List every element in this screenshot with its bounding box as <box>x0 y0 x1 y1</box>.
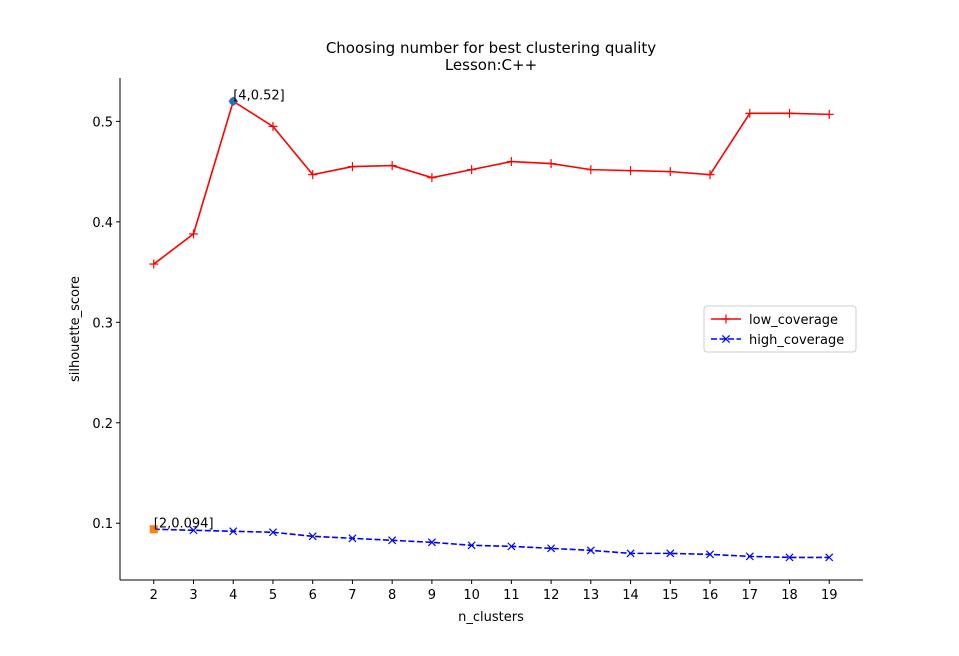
x-tick-label: 16 <box>702 588 719 603</box>
series-high_coverage <box>149 525 834 562</box>
data-point-high_coverage <box>666 549 675 558</box>
legend-label-low_coverage: low_coverage <box>749 313 838 328</box>
x-tick-label: 10 <box>463 588 480 603</box>
data-point-low_coverage <box>467 165 477 175</box>
data-point-low_coverage <box>347 162 357 172</box>
y-tick-label: 0.5 <box>92 115 113 130</box>
series-low_coverage <box>149 96 834 269</box>
x-tick-label: 13 <box>583 588 600 603</box>
annotation-marker <box>229 97 238 106</box>
data-point-low_coverage <box>427 173 437 183</box>
data-point-low_coverage <box>705 170 715 180</box>
data-point-low_coverage <box>308 170 318 180</box>
y-tick-label: 0.1 <box>92 517 113 532</box>
data-point-high_coverage <box>427 538 436 547</box>
data-point-low_coverage <box>784 108 794 118</box>
legend-marker-high_coverage <box>721 334 731 344</box>
x-tick-label: 19 <box>821 588 838 603</box>
data-point-low_coverage <box>149 259 159 269</box>
x-tick-label: 3 <box>189 588 197 603</box>
series-layer <box>149 96 834 562</box>
data-point-high_coverage <box>745 552 754 561</box>
data-point-high_coverage <box>308 532 317 541</box>
data-point-low_coverage <box>268 121 278 131</box>
data-point-low_coverage <box>387 161 397 171</box>
series-line-low_coverage <box>153 100 830 265</box>
annotation-marker <box>149 525 158 534</box>
data-point-high_coverage <box>706 550 715 559</box>
x-tick-label: 15 <box>662 588 679 603</box>
data-point-high_coverage <box>229 527 238 536</box>
legend-box <box>703 305 857 353</box>
data-point-low_coverage <box>189 229 199 239</box>
data-point-low_coverage <box>665 167 675 177</box>
x-tick-label: 2 <box>150 588 158 603</box>
chart-subtitle: Lesson:C++ <box>445 56 537 74</box>
data-point-high_coverage <box>785 553 794 562</box>
x-tick-label: 9 <box>428 588 436 603</box>
axes: 2 3 4 5 6 7 8 9 10 11 12 13 14 15 16 17 18 19 0.1 0.2 0.3 0.4… <box>92 78 863 603</box>
x-tick-label: 12 <box>543 588 560 603</box>
data-point-high_coverage <box>348 534 357 543</box>
chart-title: Choosing number for best clustering qual… <box>326 39 656 57</box>
x-tick-label: 17 <box>741 588 758 603</box>
x-axis-label: n_clusters <box>458 610 524 625</box>
x-tick-label: 14 <box>622 588 639 603</box>
legend-marker-low_coverage <box>721 314 731 324</box>
data-point-low_coverage <box>824 109 834 119</box>
legend: low_coverage high_coverage <box>703 305 857 353</box>
x-tick-label: 8 <box>388 588 396 603</box>
data-point-high_coverage <box>626 549 635 558</box>
x-tick-label: 11 <box>503 588 520 603</box>
y-tick-label: 0.3 <box>92 316 113 331</box>
x-tick-label: 4 <box>229 588 237 603</box>
data-point-low_coverage <box>506 157 516 167</box>
x-tick-label: 6 <box>309 588 317 603</box>
y-tick-label: 0.4 <box>92 216 113 231</box>
data-point-high_coverage <box>467 541 476 550</box>
data-point-low_coverage <box>586 165 596 175</box>
annotation-label: [4,0.52] <box>233 88 285 103</box>
data-point-low_coverage <box>546 159 556 169</box>
y-tick-label: 0.2 <box>92 417 113 432</box>
x-tick-label: 5 <box>269 588 277 603</box>
data-point-low_coverage <box>745 108 755 118</box>
data-point-high_coverage <box>388 536 397 545</box>
annotation-label: [2,0.094] <box>154 516 214 531</box>
data-point-low_coverage <box>626 166 636 176</box>
x-tick-label: 18 <box>781 588 798 603</box>
data-point-high_coverage <box>507 542 516 551</box>
y-axis-label: silhouette_score <box>68 276 83 382</box>
data-point-high_coverage <box>825 553 834 562</box>
data-point-high_coverage <box>586 546 595 555</box>
x-tick-label: 7 <box>348 588 356 603</box>
data-point-high_coverage <box>189 526 198 535</box>
data-point-high_coverage <box>547 544 556 553</box>
series-line-high_coverage <box>153 528 830 559</box>
data-point-high_coverage <box>268 528 277 537</box>
annotations: [4,0.52] [2,0.094] <box>149 88 285 534</box>
legend-label-high_coverage: high_coverage <box>749 333 844 348</box>
